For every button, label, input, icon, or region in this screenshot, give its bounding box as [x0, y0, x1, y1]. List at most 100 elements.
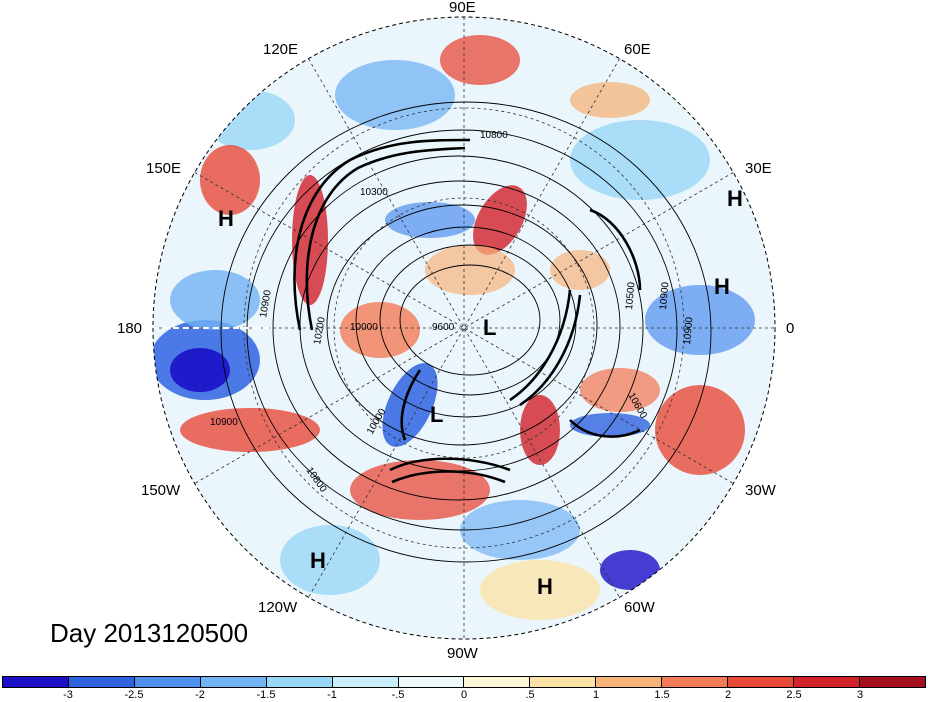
anomaly-blob-negative: [170, 348, 230, 392]
map-boundary: [152, 16, 776, 640]
jet-contour: [391, 470, 506, 484]
contour-label: 10800: [480, 130, 508, 141]
colorbar-tick-label: -1: [327, 689, 337, 701]
date-label: Day 2013120500: [50, 618, 249, 648]
jet-contour: [519, 294, 582, 407]
contour-label: 10500: [624, 281, 637, 310]
jet-contour: [509, 289, 572, 402]
high-pressure-marker: H: [727, 186, 743, 211]
anomaly-blob-positive: [180, 408, 320, 452]
colorbar-tick-label: -3: [63, 689, 73, 701]
longitude-label-180: 180: [117, 320, 143, 337]
colorbar-tick-label: 1.5: [654, 689, 670, 701]
colorbar-segment: [200, 677, 267, 687]
anomaly-blob-positive: [350, 460, 490, 520]
longitude-label-60e: 60E: [624, 41, 651, 58]
colorbar-segment: [596, 677, 663, 687]
anomaly-blob-negative: [205, 90, 295, 150]
colorbar-tick-label: -1.5: [256, 689, 276, 701]
anomaly-blob-positive: [520, 395, 560, 465]
anomaly-blob-negative: [460, 500, 580, 560]
height-contour: [220, 101, 712, 563]
jet-contour: [569, 419, 641, 438]
meridian-line: [308, 58, 620, 598]
contour-label: 10900: [258, 289, 274, 319]
height-contour: [399, 264, 541, 376]
longitude-label-150w: 150W: [141, 482, 181, 499]
longitude-label-150e: 150E: [146, 160, 182, 177]
contour-label: 10900: [210, 417, 238, 428]
colorbar-segment: [134, 677, 201, 687]
colorbar-tick-label: .5: [525, 689, 535, 701]
graticule: [153, 17, 775, 639]
longitude-label-30e: 30E: [745, 160, 772, 177]
colorbar-tick-label: -2: [195, 689, 205, 701]
pressure-system-layer: H H H L L H H: [218, 186, 743, 599]
colorbar-segment: [794, 677, 860, 687]
contour-label: 10300: [360, 187, 388, 198]
colorbar-segment: [464, 677, 531, 687]
longitude-label-120w: 120W: [258, 599, 298, 616]
contour-label: 9600: [432, 322, 455, 333]
anomaly-blob-positive: [480, 560, 600, 620]
contour-label: 10200: [312, 316, 328, 346]
low-pressure-marker: L: [483, 315, 496, 340]
longitude-label-60w: 60W: [624, 599, 655, 616]
colorbar: [2, 676, 926, 688]
colorbar-tick-label: -.5: [391, 689, 405, 701]
meridian-line: [194, 172, 734, 484]
colorbar-segment: [68, 677, 135, 687]
anomaly-blob-negative: [570, 413, 650, 437]
anomaly-blob-positive: [570, 82, 650, 118]
high-pressure-marker: H: [537, 574, 553, 599]
colorbar-tick-label: 1: [592, 689, 600, 701]
jet-contour: [389, 457, 511, 472]
anomaly-blob-positive: [440, 35, 520, 85]
anomaly-blob-negative: [335, 60, 455, 130]
colorbar-segment: [266, 677, 333, 687]
jet-contour: [305, 146, 466, 331]
anomaly-blob-negative: [645, 285, 755, 355]
meridian-line: [308, 58, 620, 598]
colorbar-segment: [728, 677, 795, 687]
colorbar-segment: [332, 677, 399, 687]
longitude-label-120e: 120E: [263, 41, 299, 58]
height-contour: [379, 244, 561, 396]
colorbar-segment: [859, 677, 925, 687]
low-pressure-marker: L: [430, 402, 443, 427]
longitude-label-90e: 90E: [449, 0, 476, 16]
colorbar-segment: [662, 677, 729, 687]
anomaly-blob-positive: [425, 245, 515, 295]
anomaly-blob-positive: [580, 368, 660, 412]
meridian-line: [194, 172, 734, 484]
anomaly-blob-negative: [570, 120, 710, 200]
high-pressure-marker: H: [218, 206, 234, 231]
anomaly-blob-negative: [600, 550, 660, 590]
high-pressure-marker: H: [714, 274, 730, 299]
contour-label: 10900: [682, 316, 695, 345]
height-contours: [220, 101, 712, 563]
contour-label: 10000: [350, 322, 378, 333]
colorbar-tick-label: -2.5: [124, 689, 144, 701]
contour-label: 10900: [658, 281, 671, 310]
colorbar-segment: [530, 677, 597, 687]
colorbar-tick-label: 2: [724, 689, 732, 701]
colorbar-tick-label: 0: [460, 689, 468, 701]
colorbar-tick-label: 3: [856, 689, 864, 701]
jet-contours: [293, 138, 642, 484]
colorbar-segment: [398, 677, 465, 687]
colorbar-segment: [3, 677, 69, 687]
anomaly-blob-negative: [170, 270, 260, 330]
jet-contour: [589, 208, 642, 291]
colorbar-tick-label: 2.5: [786, 689, 802, 701]
height-contour: [246, 129, 678, 531]
longitude-label-90w: 90W: [447, 645, 478, 662]
anomaly-blob-positive: [655, 385, 745, 475]
anomaly-blob-positive: [200, 145, 260, 215]
height-contour: [326, 204, 598, 446]
jet-contour: [400, 369, 422, 441]
high-pressure-marker: H: [310, 548, 326, 573]
jet-contour: [293, 138, 471, 331]
longitude-label-0: 0: [786, 320, 795, 337]
